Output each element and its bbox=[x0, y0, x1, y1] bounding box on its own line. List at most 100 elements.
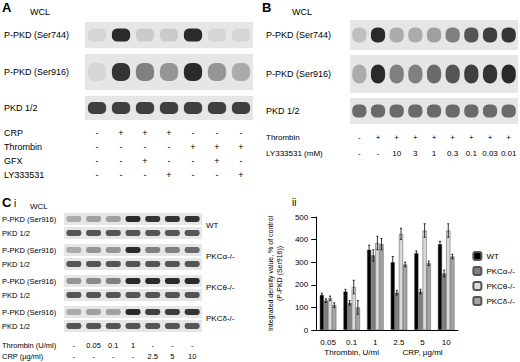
svg-text:WCL: WCL bbox=[30, 7, 50, 17]
svg-text:+: + bbox=[394, 133, 399, 142]
svg-text:+: + bbox=[488, 133, 493, 142]
svg-text:WCL: WCL bbox=[30, 202, 48, 211]
svg-text:PKD 1/2: PKD 1/2 bbox=[2, 229, 30, 238]
svg-text:B: B bbox=[262, 0, 271, 15]
svg-text:0.1: 0.1 bbox=[466, 149, 478, 158]
svg-text:+: + bbox=[142, 156, 147, 166]
svg-text:(P-PKD (Ser916)): (P-PKD (Ser916)) bbox=[276, 246, 284, 301]
svg-text:P-PKD (Ser916): P-PKD (Ser916) bbox=[2, 215, 57, 224]
svg-text:P-PKD (Ser916): P-PKD (Ser916) bbox=[2, 277, 57, 286]
svg-text:-: - bbox=[132, 352, 135, 361]
svg-text:C: C bbox=[2, 195, 12, 210]
svg-text:10: 10 bbox=[442, 338, 451, 347]
svg-text:+: + bbox=[166, 170, 171, 180]
svg-text:10: 10 bbox=[188, 352, 196, 361]
svg-text:CRP, µg/ml: CRP, µg/ml bbox=[403, 348, 443, 357]
svg-text:0.01: 0.01 bbox=[501, 149, 517, 158]
svg-text:+: + bbox=[166, 128, 171, 138]
svg-text:1: 1 bbox=[373, 338, 378, 347]
svg-text:300: 300 bbox=[295, 258, 309, 267]
svg-text:-: - bbox=[168, 142, 171, 152]
svg-text:-: - bbox=[96, 128, 99, 138]
svg-text:+: + bbox=[142, 128, 147, 138]
svg-text:-: - bbox=[144, 142, 147, 152]
svg-text:PKCδ-/-: PKCδ-/- bbox=[206, 314, 235, 323]
svg-text:-: - bbox=[73, 352, 76, 361]
svg-text:+: + bbox=[214, 142, 219, 152]
svg-text:1: 1 bbox=[131, 341, 135, 350]
svg-text:-: - bbox=[96, 142, 99, 152]
svg-text:+: + bbox=[432, 133, 437, 142]
svg-text:WCL: WCL bbox=[292, 7, 312, 17]
svg-text:2.5: 2.5 bbox=[393, 338, 405, 347]
svg-text:PKD 1/2: PKD 1/2 bbox=[2, 322, 30, 331]
svg-text:100: 100 bbox=[295, 303, 309, 312]
svg-text:-: - bbox=[240, 128, 243, 138]
svg-text:0: 0 bbox=[304, 326, 309, 335]
svg-text:-: - bbox=[120, 142, 123, 152]
svg-text:0.05: 0.05 bbox=[86, 341, 101, 350]
svg-text:-: - bbox=[191, 341, 194, 350]
svg-text:0.1: 0.1 bbox=[346, 338, 358, 347]
svg-text:0.1: 0.1 bbox=[108, 341, 118, 350]
svg-text:+: + bbox=[190, 142, 195, 152]
svg-text:-: - bbox=[112, 352, 115, 361]
svg-text:200: 200 bbox=[295, 280, 309, 289]
svg-text:-: - bbox=[216, 170, 219, 180]
svg-text:0.3: 0.3 bbox=[447, 149, 459, 158]
svg-text:10: 10 bbox=[392, 149, 401, 158]
svg-text:Thrombin, U/ml: Thrombin, U/ml bbox=[324, 348, 379, 357]
svg-text:500: 500 bbox=[295, 213, 309, 222]
svg-text:Thrombin: Thrombin bbox=[4, 142, 42, 152]
svg-text:PKCθ-/-: PKCθ-/- bbox=[206, 283, 235, 292]
svg-text:P-PKD (Ser916): P-PKD (Ser916) bbox=[4, 67, 69, 77]
svg-text:+: + bbox=[450, 133, 455, 142]
svg-text:+: + bbox=[214, 156, 219, 166]
svg-text:P-PKD (Ser916): P-PKD (Ser916) bbox=[2, 246, 57, 255]
svg-text:PKCθ-/-: PKCθ-/- bbox=[486, 282, 515, 291]
svg-text:-: - bbox=[120, 170, 123, 180]
svg-text:0.05: 0.05 bbox=[320, 338, 336, 347]
svg-text:+: + bbox=[413, 133, 418, 142]
svg-text:400: 400 bbox=[295, 235, 309, 244]
svg-text:-: - bbox=[144, 170, 147, 180]
svg-text:P-PKD (Ser916): P-PKD (Ser916) bbox=[266, 69, 331, 79]
svg-text:-: - bbox=[192, 128, 195, 138]
svg-text:PKCα-/-: PKCα-/- bbox=[486, 267, 515, 276]
svg-text:P-PKD (Ser744): P-PKD (Ser744) bbox=[266, 30, 331, 40]
svg-text:-: - bbox=[151, 341, 154, 350]
svg-text:5: 5 bbox=[420, 338, 425, 347]
svg-text:-: - bbox=[192, 156, 195, 166]
svg-text:5: 5 bbox=[170, 352, 174, 361]
svg-text:CRP: CRP bbox=[4, 128, 23, 138]
svg-text:-: - bbox=[73, 341, 76, 350]
svg-text:Integrated density value, % of: Integrated density value, % of control bbox=[267, 215, 275, 331]
svg-text:LY333531 (mM): LY333531 (mM) bbox=[266, 149, 323, 158]
svg-text:-: - bbox=[168, 156, 171, 166]
svg-text:-: - bbox=[171, 341, 174, 350]
svg-text:PKD 1/2: PKD 1/2 bbox=[2, 291, 30, 300]
svg-text:PKD 1/2: PKD 1/2 bbox=[2, 260, 30, 269]
svg-text:-: - bbox=[96, 170, 99, 180]
svg-text:WT: WT bbox=[486, 252, 499, 261]
svg-text:-: - bbox=[120, 156, 123, 166]
svg-text:-: - bbox=[377, 149, 380, 158]
svg-text:2.5: 2.5 bbox=[147, 352, 157, 361]
svg-text:GFX: GFX bbox=[4, 156, 23, 166]
svg-text:+: + bbox=[118, 128, 123, 138]
svg-text:-: - bbox=[358, 133, 361, 142]
svg-text:-: - bbox=[358, 149, 361, 158]
svg-text:+: + bbox=[469, 133, 474, 142]
svg-text:PKD 1/2: PKD 1/2 bbox=[266, 106, 300, 116]
svg-text:+: + bbox=[238, 170, 243, 180]
svg-text:0.03: 0.03 bbox=[482, 149, 498, 158]
svg-text:-: - bbox=[216, 128, 219, 138]
svg-text:3: 3 bbox=[413, 149, 418, 158]
svg-text:-: - bbox=[96, 156, 99, 166]
svg-text:-: - bbox=[240, 156, 243, 166]
svg-text:PKD 1/2: PKD 1/2 bbox=[4, 103, 38, 113]
svg-text:+: + bbox=[506, 133, 511, 142]
svg-text:1: 1 bbox=[432, 149, 437, 158]
svg-text:CRP (µg/ml): CRP (µg/ml) bbox=[2, 352, 44, 361]
svg-text:WT: WT bbox=[206, 221, 219, 230]
